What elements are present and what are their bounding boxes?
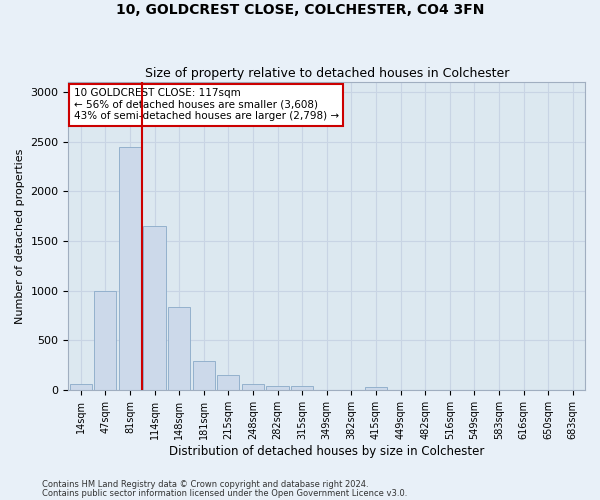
Text: Contains HM Land Registry data © Crown copyright and database right 2024.: Contains HM Land Registry data © Crown c… bbox=[42, 480, 368, 489]
Bar bbox=[119, 146, 141, 390]
Bar bbox=[242, 384, 264, 390]
Bar bbox=[291, 386, 313, 390]
Text: Contains public sector information licensed under the Open Government Licence v3: Contains public sector information licen… bbox=[42, 488, 407, 498]
Bar bbox=[266, 386, 289, 390]
Text: 10, GOLDCREST CLOSE, COLCHESTER, CO4 3FN: 10, GOLDCREST CLOSE, COLCHESTER, CO4 3FN bbox=[116, 2, 484, 16]
Bar bbox=[193, 360, 215, 390]
X-axis label: Distribution of detached houses by size in Colchester: Distribution of detached houses by size … bbox=[169, 444, 484, 458]
Y-axis label: Number of detached properties: Number of detached properties bbox=[15, 148, 25, 324]
Text: 10 GOLDCREST CLOSE: 117sqm
← 56% of detached houses are smaller (3,608)
43% of s: 10 GOLDCREST CLOSE: 117sqm ← 56% of deta… bbox=[74, 88, 338, 122]
Bar bbox=[365, 387, 387, 390]
Title: Size of property relative to detached houses in Colchester: Size of property relative to detached ho… bbox=[145, 66, 509, 80]
Bar bbox=[168, 308, 190, 390]
Bar bbox=[94, 290, 116, 390]
Bar bbox=[143, 226, 166, 390]
Bar bbox=[217, 375, 239, 390]
Bar bbox=[70, 384, 92, 390]
